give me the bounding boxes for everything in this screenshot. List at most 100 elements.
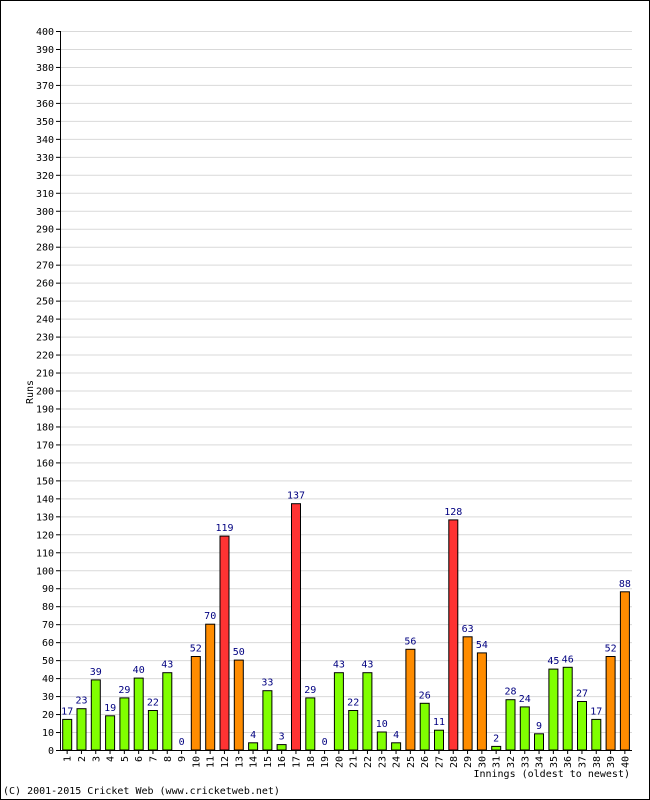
bar xyxy=(276,744,287,751)
bar xyxy=(233,659,244,751)
y-tick-label: 390 xyxy=(36,45,54,56)
x-tick-label: 3 xyxy=(91,756,102,762)
bar-value-label: 43 xyxy=(333,660,345,671)
bar-value-label: 17 xyxy=(590,706,602,717)
bar-value-label: 50 xyxy=(233,647,245,658)
bar-value-label: 9 xyxy=(536,721,542,732)
bar xyxy=(76,708,87,751)
bar-value-label: 0 xyxy=(179,737,185,748)
bar-value-label: 24 xyxy=(519,694,531,705)
x-tick-label: 22 xyxy=(363,756,374,768)
bar xyxy=(391,742,402,751)
x-tick-label: 31 xyxy=(492,756,503,768)
x-tick-label: 6 xyxy=(134,756,145,762)
bar xyxy=(90,679,101,751)
y-tick-label: 100 xyxy=(36,566,54,577)
y-tick-label: 310 xyxy=(36,189,54,200)
bar-value-label: 39 xyxy=(90,667,102,678)
bar-value-label: 2 xyxy=(493,733,499,744)
bar-value-label: 26 xyxy=(419,690,431,701)
y-tick-label: 90 xyxy=(42,584,54,595)
bar-value-label: 137 xyxy=(287,491,305,502)
x-tick-label: 24 xyxy=(392,756,403,768)
y-tick-label: 360 xyxy=(36,99,54,110)
y-tick-label: 380 xyxy=(36,63,54,74)
bar xyxy=(362,672,373,751)
bar xyxy=(248,742,259,751)
y-tick-label: 270 xyxy=(36,261,54,272)
bar xyxy=(348,710,359,751)
bar xyxy=(405,648,416,751)
y-tick-label: 230 xyxy=(36,333,54,344)
y-tick-label: 80 xyxy=(42,602,54,613)
bar-value-label: 17 xyxy=(61,706,73,717)
bar-value-label: 28 xyxy=(504,687,516,698)
x-tick-label: 40 xyxy=(620,756,631,768)
y-tick-label: 0 xyxy=(48,746,54,757)
x-tick-label: 14 xyxy=(249,756,260,768)
x-tick-label: 4 xyxy=(106,756,117,762)
bar-value-label: 29 xyxy=(118,685,130,696)
bar-value-label: 4 xyxy=(393,730,399,741)
bar xyxy=(205,623,216,751)
y-tick-label: 70 xyxy=(42,620,54,631)
y-tick-label: 190 xyxy=(36,404,54,415)
y-tick-label: 350 xyxy=(36,117,54,128)
x-tick-label: 28 xyxy=(449,756,460,768)
y-tick-label: 250 xyxy=(36,297,54,308)
bar-value-label: 63 xyxy=(462,624,474,635)
x-tick-label: 23 xyxy=(377,756,388,768)
y-tick-label: 150 xyxy=(36,476,54,487)
y-tick-label: 260 xyxy=(36,279,54,290)
bar-value-label: 3 xyxy=(279,732,285,743)
bar-value-label: 40 xyxy=(133,665,145,676)
x-tick-label: 2 xyxy=(77,756,88,762)
x-tick-label: 18 xyxy=(306,756,317,768)
y-tick-label: 200 xyxy=(36,387,54,398)
x-tick-label: 25 xyxy=(406,756,417,768)
x-tick-label: 7 xyxy=(148,756,159,762)
bar xyxy=(219,535,230,751)
bar-value-label: 33 xyxy=(261,678,273,689)
y-tick-label: 240 xyxy=(36,315,54,326)
bar xyxy=(605,656,616,751)
y-tick-label: 110 xyxy=(36,548,54,559)
bar xyxy=(190,656,201,751)
y-tick-label: 130 xyxy=(36,512,54,523)
bar xyxy=(476,652,487,751)
bar-value-label: 88 xyxy=(619,579,631,590)
bar xyxy=(305,697,316,751)
bar xyxy=(434,729,444,751)
x-tick-label: 29 xyxy=(463,756,474,768)
bar-value-label: 45 xyxy=(547,656,559,667)
bar-value-label: 56 xyxy=(404,636,416,647)
bar xyxy=(534,733,544,751)
bar-value-label: 70 xyxy=(204,611,216,622)
bar xyxy=(119,697,130,751)
y-tick-label: 160 xyxy=(36,458,54,469)
bar xyxy=(376,731,387,751)
bar-value-label: 54 xyxy=(476,640,488,651)
bar-value-label: 11 xyxy=(433,717,445,728)
bar xyxy=(505,699,516,751)
x-tick-label: 36 xyxy=(563,756,574,768)
x-tick-label: 8 xyxy=(163,756,174,762)
copyright-notice: (C) 2001-2015 Cricket Web (www.cricketwe… xyxy=(3,786,280,797)
y-tick-label: 60 xyxy=(42,638,54,649)
bar-value-label: 43 xyxy=(361,660,373,671)
x-tick-label: 12 xyxy=(220,756,231,768)
bar xyxy=(62,718,73,751)
x-tick-label: 13 xyxy=(234,756,245,768)
bar xyxy=(548,668,559,751)
y-tick-label: 330 xyxy=(36,153,54,164)
y-tick-label: 340 xyxy=(36,135,54,146)
x-tick-label: 37 xyxy=(578,756,589,768)
bar-value-label: 52 xyxy=(605,644,617,655)
bar xyxy=(619,591,630,751)
y-tick-label: 370 xyxy=(36,81,54,92)
bar-value-label: 43 xyxy=(161,660,173,671)
bar-value-label: 22 xyxy=(347,698,359,709)
x-tick-label: 19 xyxy=(320,756,331,768)
y-tick-label: 50 xyxy=(42,656,54,667)
